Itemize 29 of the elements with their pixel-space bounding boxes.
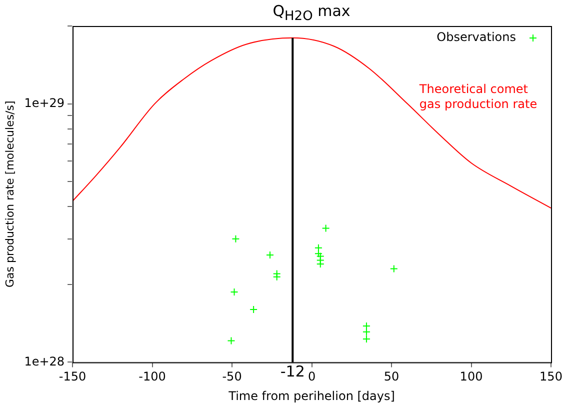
point	[272, 272, 281, 281]
x-tick-label: -50	[222, 370, 242, 384]
legend-label: Observations	[436, 30, 516, 44]
ref-line-label: -12	[280, 362, 305, 381]
series-label: Theoretical comet gas production rate	[418, 82, 538, 112]
point	[322, 224, 330, 232]
x-tick-label: 50	[384, 370, 400, 384]
y-tick-label: 1e+28	[24, 354, 65, 368]
x-tick-label: -100	[138, 370, 166, 384]
point	[390, 264, 398, 273]
point	[314, 250, 322, 258]
y-axis-title: Gas production rate [molecules/s]	[3, 100, 16, 288]
x-tick-label: 0	[308, 370, 316, 384]
point	[362, 334, 370, 343]
point	[314, 244, 322, 252]
point	[250, 305, 258, 314]
point	[316, 260, 324, 268]
point	[232, 234, 240, 243]
x-tick-label: 150	[540, 370, 562, 384]
point	[362, 322, 370, 330]
chart-title: Q$_{H2O}$ max	[272, 2, 352, 24]
y-tick-label: 1e+29	[24, 96, 65, 110]
point	[362, 328, 370, 336]
point	[266, 250, 274, 259]
x-axis-title: Time from perihelion [days]	[228, 388, 395, 403]
point	[227, 336, 236, 345]
x-tick-label: 100	[460, 370, 483, 384]
x-tick-label: -150	[58, 370, 86, 384]
point	[230, 288, 238, 296]
